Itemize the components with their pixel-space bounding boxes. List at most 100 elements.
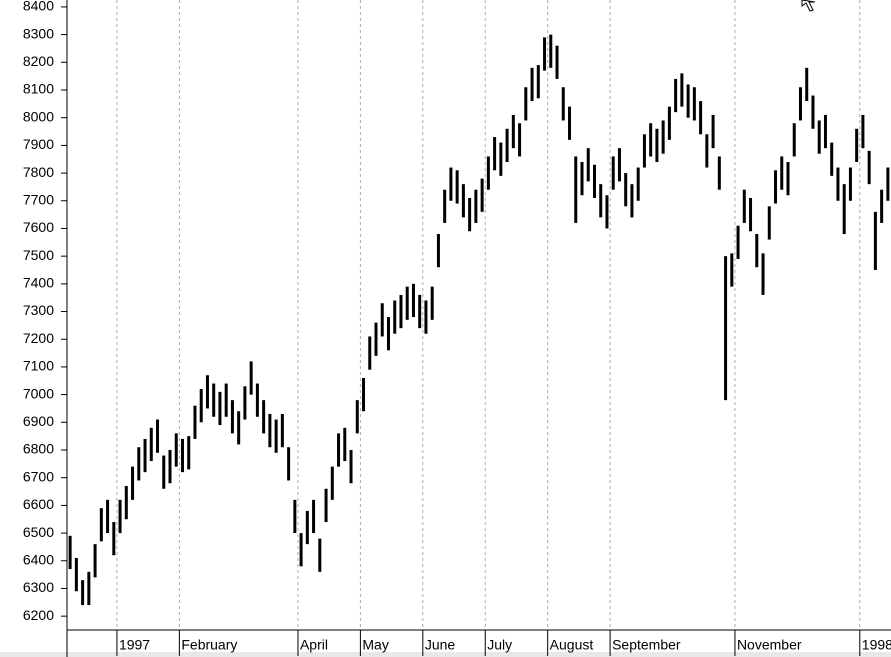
price-bar: [486, 156, 490, 190]
price-bar: [343, 427, 347, 462]
price-bar: [124, 486, 128, 520]
price-bar: [237, 411, 241, 445]
price-bar: [599, 184, 603, 218]
price-bar: [74, 558, 78, 592]
price-bar: [411, 283, 415, 318]
price-bar: [749, 198, 753, 232]
price-bar: [568, 106, 572, 140]
price-bar: [168, 450, 172, 484]
x-tick-label: July: [487, 637, 512, 653]
x-tick-label: June: [425, 637, 456, 653]
y-tick-label: 6600: [23, 496, 54, 512]
price-bar: [131, 466, 135, 500]
price-bar: [761, 253, 765, 295]
price-bar: [499, 142, 503, 176]
price-bar: [586, 148, 590, 182]
price-bar: [262, 400, 266, 434]
price-bar: [780, 156, 784, 190]
price-bar: [81, 580, 85, 606]
y-tick-label: 7700: [23, 191, 54, 207]
price-bar: [886, 167, 890, 201]
price-bar: [805, 67, 809, 102]
price-bar: [330, 466, 334, 500]
price-bar: [380, 303, 384, 337]
price-bar: [368, 336, 372, 370]
price-bar: [156, 419, 160, 453]
price-bar: [736, 225, 740, 259]
y-tick-label: 6900: [23, 413, 54, 429]
y-tick-label: 8300: [23, 25, 54, 41]
price-bar: [374, 322, 378, 356]
price-bar: [786, 162, 790, 196]
price-bar: [299, 533, 303, 567]
price-bar: [99, 508, 103, 542]
price-bar: [212, 383, 216, 417]
x-tick-label: May: [362, 637, 388, 653]
price-bar: [836, 167, 840, 201]
price-bar: [405, 286, 409, 320]
y-tick-label: 7200: [23, 330, 54, 346]
price-bar: [873, 211, 877, 270]
y-tick-label: 8100: [23, 81, 54, 97]
price-bar: [187, 436, 191, 470]
y-tick-label: 7000: [23, 385, 54, 401]
price-bar: [642, 134, 646, 168]
price-bar: [742, 189, 746, 223]
price-bar: [717, 156, 721, 190]
x-tick-label: November: [737, 637, 802, 653]
y-tick-label: 6200: [23, 607, 54, 623]
price-bar: [362, 378, 366, 412]
y-tick-label: 6800: [23, 441, 54, 457]
x-tick-label: 1997: [119, 637, 150, 653]
price-bar: [312, 499, 316, 534]
price-bar: [399, 294, 403, 329]
price-bar: [511, 114, 515, 149]
price-bar: [867, 150, 871, 185]
x-tick-label: 1998: [862, 637, 891, 653]
price-bar: [636, 167, 640, 201]
price-bar: [180, 438, 184, 473]
y-tick-label: 8400: [23, 0, 54, 14]
price-bar: [199, 389, 203, 423]
price-bar: [624, 173, 628, 207]
price-bar: [324, 488, 328, 522]
price-bar: [193, 405, 197, 439]
price-bar: [230, 400, 234, 434]
price-bar: [561, 87, 565, 121]
price-bar: [574, 156, 578, 223]
price-bar: [655, 128, 659, 162]
price-bar: [518, 123, 522, 157]
price-bar: [106, 499, 110, 534]
price-bar: [393, 300, 397, 334]
price-bar: [293, 499, 297, 534]
price-bar: [118, 499, 122, 534]
price-bar: [455, 170, 459, 204]
y-tick-label: 7400: [23, 275, 54, 291]
price-bar: [443, 189, 447, 223]
y-tick-label: 7300: [23, 302, 54, 318]
price-bar: [649, 123, 653, 157]
price-bar: [630, 184, 634, 218]
price-bar: [149, 427, 153, 462]
price-bar: [480, 178, 484, 212]
price-bar: [605, 195, 609, 229]
price-bar: [536, 65, 540, 99]
price-bar: [855, 128, 859, 162]
price-bar: [543, 37, 547, 71]
price-bar: [468, 198, 472, 232]
price-bar: [474, 189, 478, 223]
price-bar: [811, 95, 815, 129]
x-tick-label: February: [181, 637, 237, 653]
price-bar: [842, 184, 846, 234]
price-bar: [792, 123, 796, 157]
price-bar: [774, 170, 778, 204]
price-bar: [580, 162, 584, 196]
price-bar: [174, 433, 178, 467]
y-tick-label: 7900: [23, 136, 54, 152]
price-bar: [524, 87, 528, 121]
price-bar: [861, 114, 865, 149]
y-tick-label: 8200: [23, 53, 54, 69]
price-bar: [386, 317, 390, 351]
price-bar: [767, 206, 771, 240]
